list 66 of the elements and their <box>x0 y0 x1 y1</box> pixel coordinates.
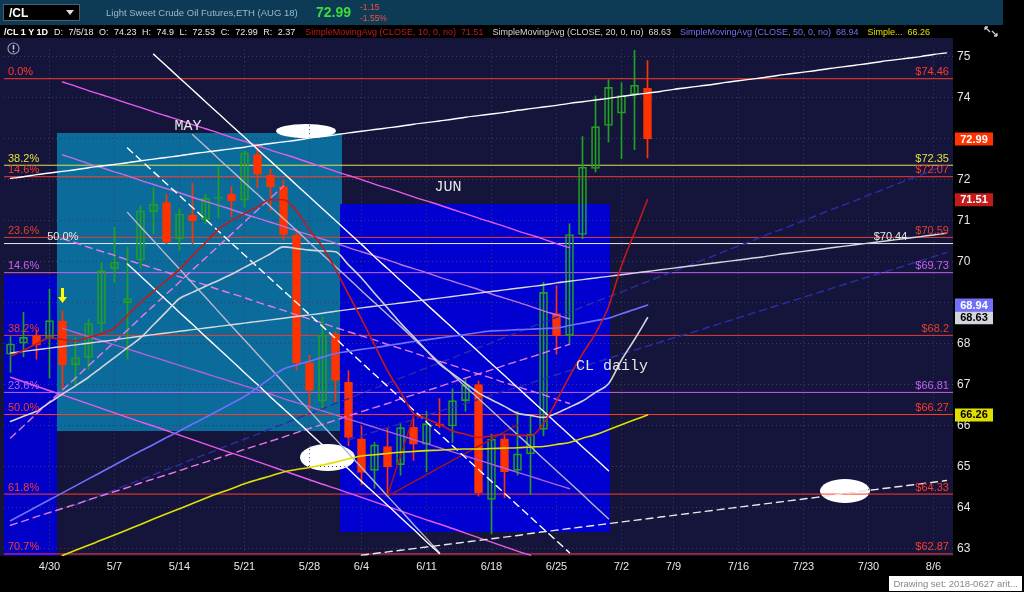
ref-line-label: $62.87 <box>915 540 949 553</box>
text: 68.94 <box>835 26 859 37</box>
annotation: 61.8% <box>8 480 40 493</box>
ref-line-label: $66.27 <box>915 401 949 414</box>
text: 68.63 <box>960 311 988 324</box>
annotation: 14.6% <box>8 163 40 176</box>
text: SimpleMovingAvg (CLOSE, 20, 0, no) <box>492 26 644 37</box>
text: 72.99 <box>316 4 352 20</box>
ref-line-label: $70.59 <box>915 223 949 236</box>
y-tick-label: 72 <box>957 171 971 186</box>
annotation: 23.6% <box>8 223 40 236</box>
y-tick-label: 74 <box>957 89 971 104</box>
text: 68.94 <box>960 298 989 311</box>
x-tick-label: 7/23 <box>792 559 815 572</box>
text: -1.55% <box>360 13 387 23</box>
y-tick-label: 68 <box>957 335 971 350</box>
ref-line-label: $69.73 <box>915 259 949 272</box>
text: Simple... <box>867 26 903 37</box>
chart-title: Light Sweet Crude Oil Futures,ETH (AUG 18) <box>106 7 298 18</box>
text: SimpleMovingAvg (CLOSE, 50, 0, no) <box>680 26 831 37</box>
ref-line-label: $68.2 <box>921 321 949 334</box>
y-tick-label: 75 <box>957 48 971 63</box>
text: /CL 1 Y 1D <box>4 26 49 37</box>
annotation: 38.2% <box>8 151 40 164</box>
x-tick-label: 6/18 <box>480 559 503 572</box>
x-tick-label: 5/21 <box>233 559 256 572</box>
annotation: 50.0% <box>8 401 40 414</box>
x-tick-label: 5/28 <box>298 559 321 572</box>
x-tick-label: 7/16 <box>727 559 750 572</box>
y-tick-label: 65 <box>957 458 971 473</box>
ref-line-label: $64.33 <box>915 480 949 493</box>
text: 66.26 <box>907 26 931 37</box>
x-tick-label: 4/30 <box>38 559 61 572</box>
chart-subtitle: D: 7/5/18 O: 74.23 H: 74.9 L: 72.53 C: 72.99 R: 2.37 <box>54 26 296 37</box>
x-tick-label: 7/30 <box>857 559 880 572</box>
x-tick-label: 6/25 <box>545 559 568 572</box>
ref-line-label: $66.81 <box>915 378 949 391</box>
text: /CL <box>9 6 29 20</box>
text: SimpleMovingAvg (CLOSE, 10, 0, no) <box>305 26 457 37</box>
annotation: 70.7% <box>8 540 40 553</box>
text: 68.63 <box>648 26 672 37</box>
text: -1.15 <box>360 2 380 12</box>
ref-line-label: $72.07 <box>915 163 949 176</box>
y-tick-label: 71 <box>957 212 971 227</box>
annotation: JUN <box>434 178 462 196</box>
annotation: MAY <box>174 117 202 135</box>
y-tick-label: 70 <box>957 253 971 268</box>
text: 71.51 <box>461 26 484 37</box>
ref-line-label: $74.46 <box>915 65 949 78</box>
x-tick-label: 5/7 <box>106 559 123 572</box>
x-tick-label: 7/9 <box>665 559 682 572</box>
text: 72.99 <box>960 132 988 145</box>
y-tick-label: 64 <box>957 499 971 514</box>
text: Drawing set: 2018-0627 arit... <box>889 576 1022 591</box>
x-tick-label: 5/14 <box>168 559 191 572</box>
text: 71.51 <box>960 193 988 206</box>
annotation: 0.0% <box>8 65 34 78</box>
annotation: 14.6% <box>8 259 40 272</box>
y-tick-label: 67 <box>957 376 971 391</box>
text: 66.26 <box>960 408 988 421</box>
x-tick-label: 6/11 <box>416 559 437 572</box>
x-tick-label: 8/6 <box>925 559 942 572</box>
ref-line-label: $72.35 <box>915 151 949 164</box>
x-tick-label: 6/4 <box>353 559 370 572</box>
y-tick-label: 63 <box>957 540 971 555</box>
x-tick-label: 7/2 <box>613 559 630 572</box>
